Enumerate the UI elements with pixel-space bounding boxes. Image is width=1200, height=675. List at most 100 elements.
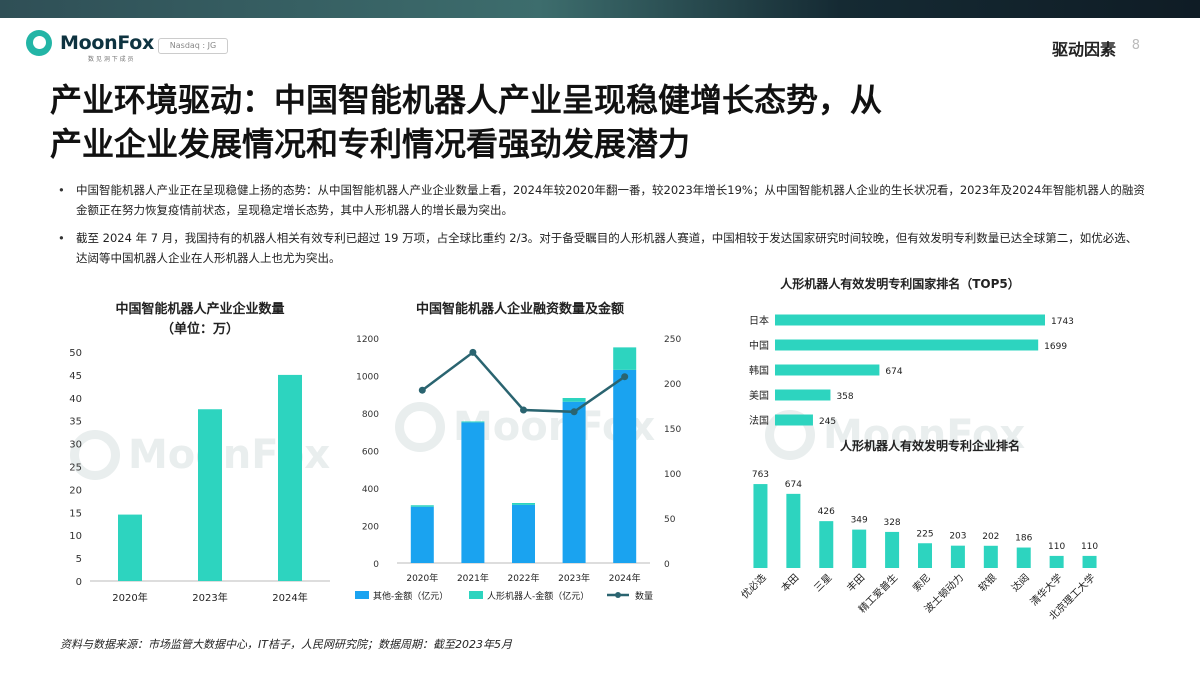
count-line	[421, 350, 626, 414]
data-label: 110	[1081, 542, 1098, 552]
y-left-tick-label: 200	[362, 523, 379, 533]
bar	[775, 314, 1045, 326]
y-tick-label: 20	[69, 485, 82, 496]
x-tick-label: 2023年	[558, 572, 590, 584]
count-point	[418, 386, 426, 394]
brand-tagline: 数 见 洞 下 成 员	[88, 56, 134, 63]
chart3-country-patents: 日本 1743 中国 1699 韩国 674 美国 358 法国 245	[749, 314, 1074, 427]
bar	[118, 514, 142, 581]
y-tick-label: 0	[76, 577, 82, 588]
data-label: 674	[885, 367, 902, 377]
y-right-tick-label: 200	[664, 380, 681, 390]
bar-humanoid	[512, 503, 535, 505]
chart3-title: 人形机器人有效发明专利国家排名（TOP5）	[780, 277, 1020, 291]
y-tick-label: 法国	[749, 414, 769, 427]
watermark-icon	[70, 430, 120, 480]
y-left-tick-label: 1200	[356, 335, 379, 345]
bullet-list: 中国智能机器人产业正在呈现稳健上扬的态势：从中国智能机器人产业企业数量上看，20…	[56, 180, 1146, 276]
data-label: 328	[883, 518, 900, 528]
x-tick-label: 2021年	[457, 572, 489, 584]
y-left-tick-label: 0	[373, 560, 379, 570]
bar	[918, 543, 932, 568]
data-source-note: 资料与数据来源：市场监管大数据中心，IT桔子，人民网研究院；数据周期：截至202…	[60, 638, 512, 651]
x-tick-label: 2024年	[609, 572, 641, 584]
y-right-tick-label: 150	[664, 425, 681, 435]
page-title: 产业环境驱动：中国智能机器人产业呈现稳健增长态势，从 产业企业发展情况和专利情况…	[50, 78, 1160, 166]
x-tick-label: 索尼	[910, 571, 933, 594]
y-tick-label: 25	[69, 463, 82, 474]
bar	[278, 374, 302, 581]
count-point	[570, 408, 578, 416]
y-tick-label: 5	[76, 554, 82, 565]
bar-others	[410, 506, 434, 563]
bar-humanoid	[410, 505, 434, 507]
data-label: 245	[819, 417, 836, 427]
watermark-right: MoonFox	[765, 410, 1025, 460]
bar	[819, 521, 834, 568]
x-tick-label: 2020年	[406, 572, 438, 584]
bullet-item: 中国智能机器人产业正在呈现稳健上扬的态势：从中国智能机器人产业企业数量上看，20…	[56, 180, 1146, 220]
y-right-tick-label: 50	[664, 515, 676, 525]
x-tick-label: 2023年	[192, 591, 227, 604]
exchange-badge: Nasdaq : JG	[158, 38, 228, 54]
y-left-tick-label: 1000	[356, 373, 379, 383]
data-label: 203	[949, 532, 966, 542]
legend-label-count: 数量	[635, 590, 653, 602]
x-tick-label: 三星	[812, 572, 835, 595]
y-tick-label: 45	[69, 371, 82, 382]
top-band-gradient	[0, 0, 1200, 18]
y-tick-label: 35	[69, 417, 82, 428]
bar	[983, 545, 998, 568]
bar-others	[562, 401, 586, 563]
chart1-title: 中国智能机器人产业企业数量	[115, 302, 285, 317]
bar	[950, 545, 965, 568]
title-line-2: 产业企业发展情况和专利情况看强劲发展潜力	[50, 125, 691, 163]
legend-swatch-others	[355, 591, 369, 599]
y-tick-label: 10	[69, 531, 82, 542]
legend-swatch-count-point	[615, 592, 621, 598]
y-tick-label: 50	[69, 348, 82, 359]
data-label: 763	[752, 470, 769, 480]
legend-label-others: 其他-金额（亿元）	[373, 590, 448, 602]
page-number: 8	[1131, 38, 1140, 53]
bar	[1082, 555, 1097, 568]
bar	[775, 414, 813, 426]
x-tick-label: 达闼	[1009, 571, 1032, 594]
y-tick-label: 美国	[749, 389, 769, 402]
y-right-tick-label: 250	[664, 335, 681, 345]
count-point	[469, 348, 477, 356]
data-label: 426	[818, 507, 835, 517]
chart1-title-block: 中国智能机器人产业企业数量 （单位：万）	[70, 300, 330, 340]
y-left-tick-label: 800	[362, 410, 379, 420]
moonfox-logo: MoonFox 数 见 洞 下 成 员	[26, 30, 154, 63]
data-label: 1699	[1044, 342, 1067, 352]
chart4-company-patents: 763优必选674本田426三星349丰田328精工爱普生225索尼203波士顿…	[738, 470, 1098, 622]
bar	[1049, 555, 1064, 568]
x-tick-label: 优必选	[738, 571, 768, 601]
chart2-financing: 0 200 400 600 800 1000 1200 0 50 100 150 200 250 2020…	[355, 335, 681, 602]
y-tick-label: 韩国	[749, 364, 769, 377]
legend-swatch-humanoid	[469, 591, 483, 599]
y-left-tick-label: 600	[362, 448, 379, 458]
bar-humanoid	[562, 398, 586, 402]
y-left-tick-label: 400	[362, 485, 379, 495]
data-label: 674	[785, 480, 802, 490]
moonfox-logo-icon	[26, 30, 52, 56]
y-tick-label: 40	[69, 394, 82, 405]
bar	[753, 484, 768, 568]
x-tick-label: 本田	[778, 571, 801, 594]
section-title: 驱动因素	[1051, 40, 1116, 59]
x-tick-label: 软银	[976, 571, 999, 594]
y-tick-label: 日本	[749, 314, 769, 327]
chart2-title: 中国智能机器人企业融资数量及金额	[415, 302, 624, 317]
data-label: 349	[851, 516, 868, 526]
x-tick-label: 2022年	[508, 572, 540, 584]
y-tick-label: 30	[69, 440, 82, 451]
bar	[775, 339, 1039, 351]
data-label: 225	[916, 529, 933, 539]
bar-humanoid	[613, 347, 637, 370]
data-label: 186	[1015, 534, 1032, 544]
count-point	[621, 373, 629, 381]
chart1-subtitle: （单位：万）	[160, 322, 239, 337]
chart4-title: 人形机器人有效发明专利企业排名	[839, 439, 1020, 453]
